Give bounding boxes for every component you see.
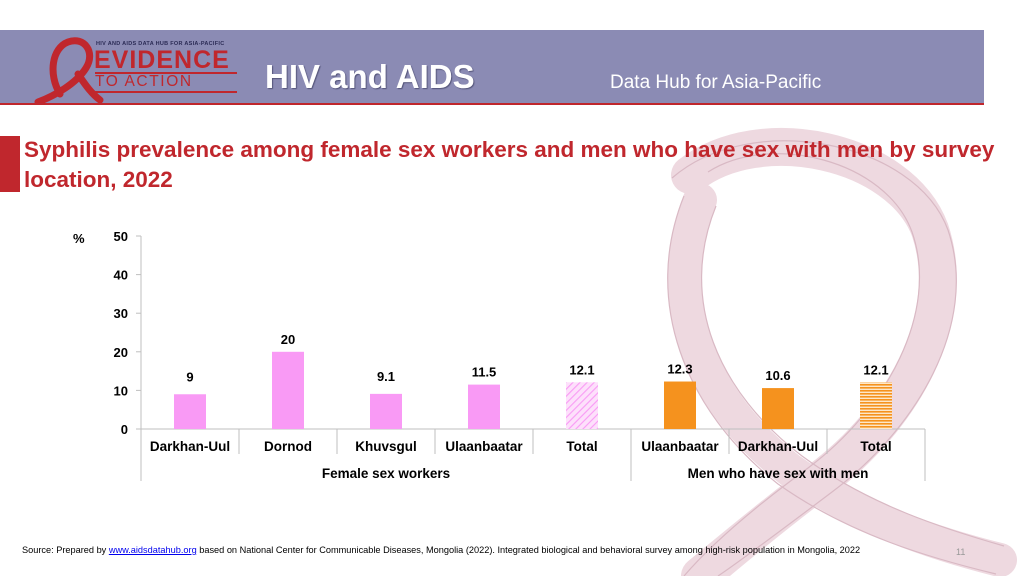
source-suffix: based on National Center for Communicabl… (196, 545, 861, 555)
y-tick-label: 40 (114, 268, 128, 283)
bar (370, 393, 402, 429)
source-note: Source: Prepared by www.aidsdatahub.org … (22, 545, 860, 555)
x-tick-label: Total (860, 439, 891, 454)
data-label: 12.3 (667, 362, 692, 377)
bar (468, 384, 500, 429)
x-tick-label: Darkhan-Uul (738, 439, 818, 454)
logo-divider (95, 91, 237, 93)
bar (860, 382, 892, 429)
bar (762, 388, 794, 429)
logo-caption: HIV AND AIDS DATA HUB FOR ASIA-PACIFIC (96, 41, 225, 47)
y-tick-label: 20 (114, 345, 128, 360)
y-tick-label: 30 (114, 306, 128, 321)
logo-evidence-text: EVIDENCE (94, 46, 230, 74)
y-tick-label: 0 (121, 422, 128, 437)
x-group-label: Men who have sex with men (688, 466, 869, 481)
bar (566, 382, 598, 429)
title-accent-bar (0, 136, 20, 192)
source-link[interactable]: www.aidsdatahub.org (108, 545, 197, 555)
logo-divider (95, 72, 237, 74)
x-group-label: Female sex workers (322, 466, 450, 481)
x-tick-label: Ulaanbaatar (445, 439, 523, 454)
bar (272, 351, 304, 429)
x-tick-label: Khuvsgul (355, 439, 417, 454)
x-tick-label: Darkhan-Uul (150, 439, 230, 454)
data-label: 11.5 (472, 365, 497, 380)
data-label: 12.1 (569, 362, 594, 377)
bar (174, 394, 206, 429)
x-tick-label: Ulaanbaatar (641, 439, 719, 454)
y-tick-label: 50 (114, 229, 128, 244)
x-tick-label: Total (566, 439, 597, 454)
data-label: 9 (186, 369, 193, 384)
data-label: 10.6 (765, 368, 790, 383)
page-number: 11 (956, 547, 966, 557)
x-tick-label: Dornod (264, 439, 312, 454)
slide-title: Syphilis prevalence among female sex wor… (24, 137, 995, 192)
data-label: 12.1 (863, 362, 888, 377)
data-label: 9.1 (377, 369, 395, 384)
data-label: 20 (281, 332, 295, 347)
header-band (0, 30, 984, 105)
y-axis-label: % (73, 231, 85, 246)
y-tick-label: 10 (114, 383, 128, 398)
logo-action-text: TO ACTION (95, 73, 193, 90)
bar (664, 381, 696, 429)
red-ribbon-logo-icon (34, 37, 104, 104)
header-title: HIV and AIDS (265, 58, 475, 95)
header-subtitle: Data Hub for Asia-Pacific (610, 72, 822, 93)
source-prefix: Source: Prepared by (22, 545, 109, 555)
